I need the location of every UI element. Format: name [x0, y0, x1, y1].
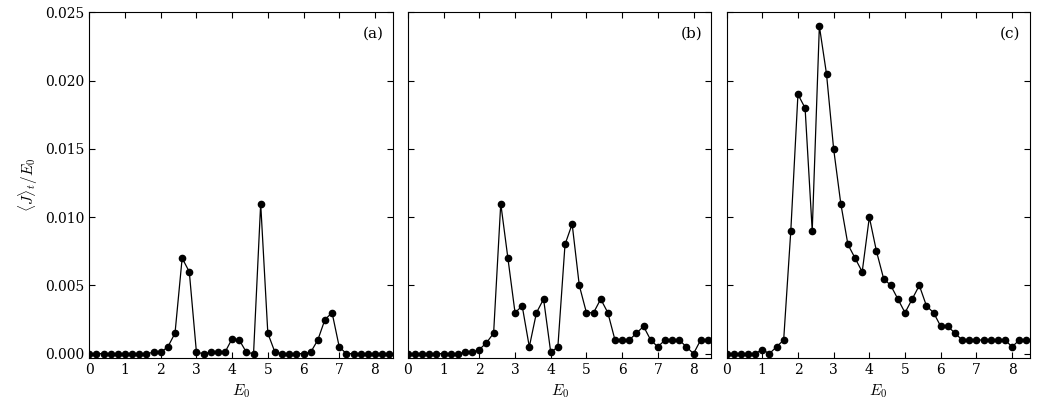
X-axis label: $E_0$: $E_0$: [232, 382, 250, 400]
X-axis label: $E_0$: $E_0$: [869, 382, 887, 400]
X-axis label: $E_0$: $E_0$: [551, 382, 569, 400]
Y-axis label: $\langle J\rangle_t / E_0$: $\langle J\rangle_t / E_0$: [17, 158, 40, 212]
Text: (a): (a): [363, 26, 384, 40]
Text: (b): (b): [681, 26, 703, 40]
Text: (c): (c): [1000, 26, 1021, 40]
